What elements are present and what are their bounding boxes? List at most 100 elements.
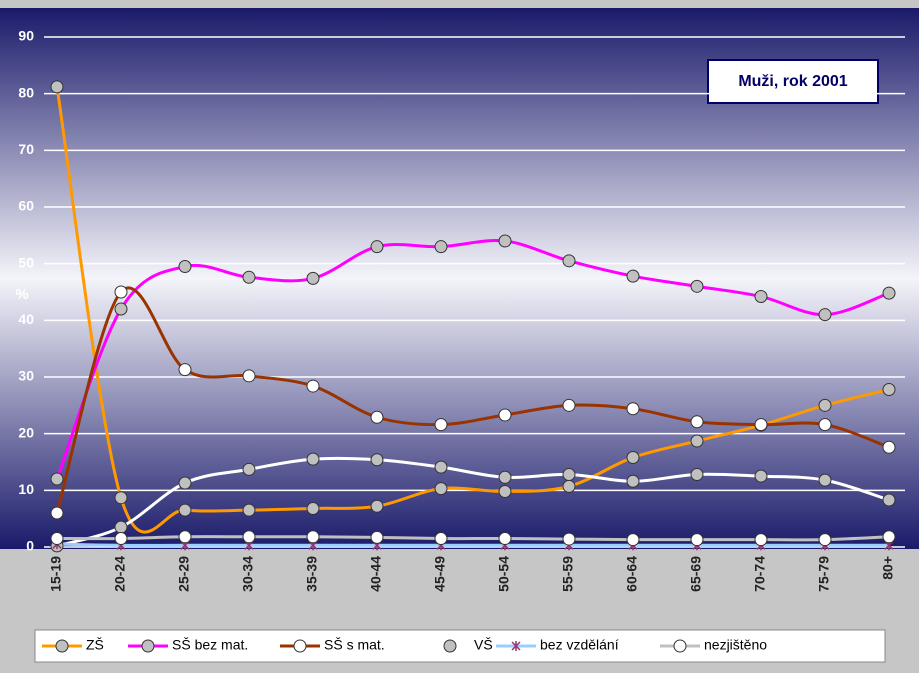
y-tick-label: 70 <box>18 141 34 157</box>
legend-label: nezjištěno <box>704 637 767 653</box>
y-axis-label: % <box>15 286 28 303</box>
marker <box>818 533 832 547</box>
marker <box>114 532 128 545</box>
marker <box>242 530 256 544</box>
marker <box>690 533 704 547</box>
marker <box>114 285 128 299</box>
marker <box>498 470 512 484</box>
marker <box>178 503 192 517</box>
marker <box>114 520 128 534</box>
marker <box>690 415 704 429</box>
x-tick-label: 75-79 <box>816 556 832 592</box>
y-tick-label: 20 <box>18 424 34 440</box>
marker <box>818 418 832 432</box>
marker <box>498 532 512 545</box>
y-tick-label: 90 <box>18 28 34 44</box>
marker <box>511 641 521 651</box>
marker <box>882 493 896 507</box>
annotation-box <box>707 59 879 104</box>
marker <box>882 530 896 544</box>
y-tick-label: 60 <box>18 198 34 214</box>
annotation: Muži, rok 2001 <box>738 73 847 90</box>
marker <box>882 440 896 454</box>
x-tick-label: 40-44 <box>368 556 384 592</box>
marker <box>114 491 128 505</box>
marker <box>562 532 576 546</box>
marker <box>306 452 320 466</box>
x-tick-label: 25-29 <box>176 556 192 592</box>
y-tick-label: 10 <box>18 481 34 497</box>
marker <box>626 269 640 283</box>
legend-label: SŠ bez mat. <box>172 637 248 653</box>
y-tick-label: 50 <box>18 254 34 270</box>
series-line <box>55 239 890 480</box>
marker <box>55 639 69 653</box>
x-tick-label: 55-59 <box>560 556 576 592</box>
x-tick-label: 30-34 <box>240 556 256 592</box>
x-tick-label: 60-64 <box>624 556 640 592</box>
marker <box>242 369 256 383</box>
marker <box>178 363 192 377</box>
marker <box>562 479 576 493</box>
x-tick-label: 20-24 <box>112 556 128 592</box>
x-tick-label: 50-54 <box>496 556 512 592</box>
marker <box>50 506 64 520</box>
marker <box>818 398 832 412</box>
marker <box>293 639 307 653</box>
marker <box>498 484 512 498</box>
marker <box>306 530 320 544</box>
marker <box>434 532 448 545</box>
legend-label: bez vzdělání <box>540 637 619 653</box>
marker <box>690 434 704 448</box>
marker <box>434 240 448 254</box>
marker <box>370 240 384 254</box>
y-tick-label: 0 <box>26 538 34 554</box>
marker <box>370 530 384 544</box>
legend-label: ZŠ <box>86 637 104 653</box>
marker <box>50 532 64 545</box>
legend-label: VŠ <box>474 637 493 653</box>
marker <box>626 533 640 547</box>
x-tick-label: 45-49 <box>432 556 448 592</box>
marker <box>626 450 640 464</box>
marker <box>498 408 512 422</box>
x-tick-label: 80+ <box>880 556 896 580</box>
marker <box>673 639 687 653</box>
y-tick-label: 30 <box>18 368 34 384</box>
marker <box>370 453 384 467</box>
marker <box>626 474 640 488</box>
marker <box>818 473 832 487</box>
marker <box>562 467 576 481</box>
marker <box>50 472 64 486</box>
marker <box>178 530 192 544</box>
y-tick-label: 80 <box>18 84 34 100</box>
marker <box>306 271 320 285</box>
marker <box>498 234 512 248</box>
x-tick-label: 65-69 <box>688 556 704 592</box>
x-tick-label: 15-19 <box>48 556 64 592</box>
marker <box>434 460 448 474</box>
marker <box>754 418 768 432</box>
series-line <box>55 86 890 534</box>
x-tick-label: 70-74 <box>752 556 768 592</box>
marker <box>242 503 256 517</box>
marker <box>882 382 896 396</box>
marker <box>818 308 832 322</box>
marker <box>882 286 896 300</box>
marker <box>242 270 256 284</box>
marker <box>690 279 704 293</box>
y-tick-label: 40 <box>18 311 34 327</box>
marker <box>178 260 192 273</box>
marker <box>754 533 768 547</box>
marker <box>562 398 576 412</box>
marker <box>626 402 640 416</box>
marker <box>434 418 448 432</box>
marker <box>690 467 704 481</box>
marker <box>178 476 192 490</box>
marker <box>443 639 457 653</box>
x-tick-label: 35-39 <box>304 556 320 592</box>
marker <box>562 254 576 268</box>
marker <box>50 80 64 94</box>
marker <box>306 501 320 515</box>
